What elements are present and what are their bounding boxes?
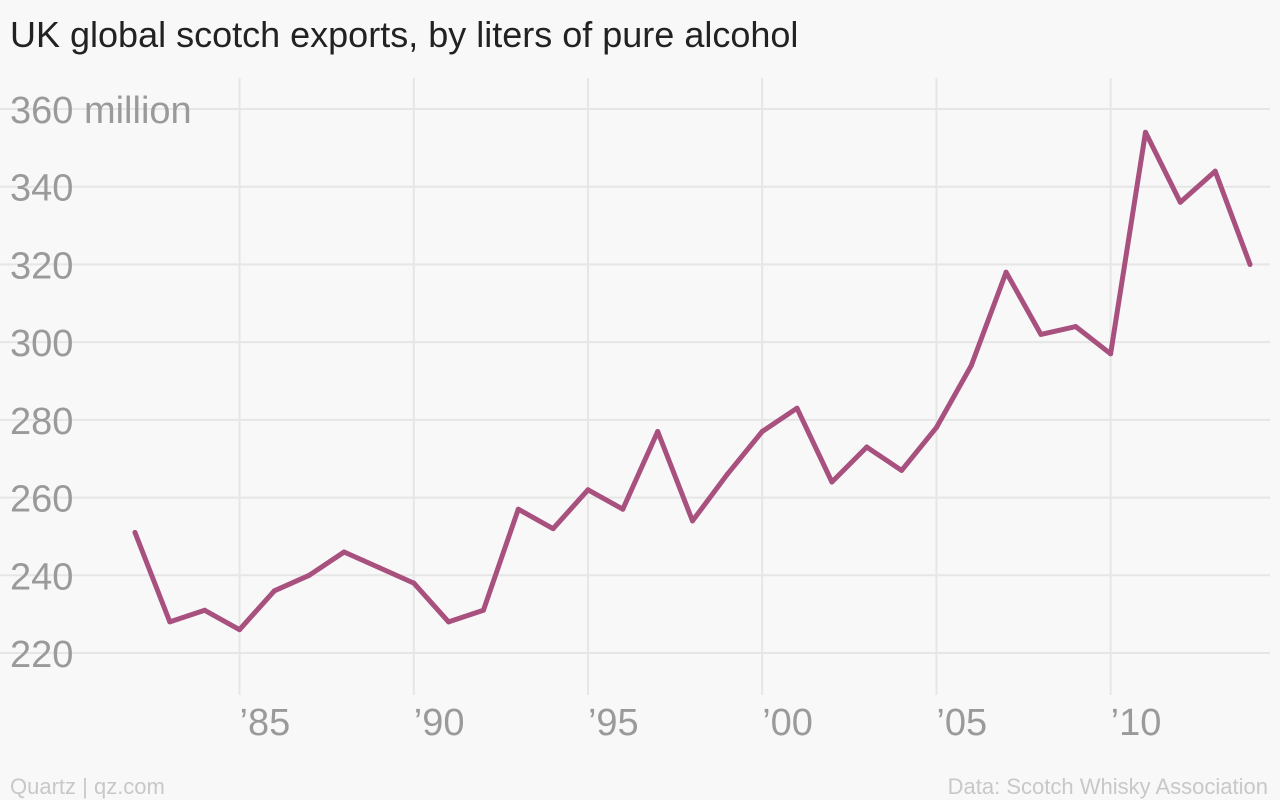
data-point — [690, 518, 695, 524]
y-tick-label: 220 — [10, 634, 73, 676]
series-layer — [132, 129, 1253, 633]
tick-labels: 220 240 260 280 300 320 340 360 million ’85 ’90 ’9… — [10, 90, 1161, 744]
data-point — [1212, 168, 1218, 174]
data-point — [1003, 269, 1009, 275]
data-source: Data: Scotch Whisky Association — [947, 774, 1268, 799]
data-point — [306, 572, 312, 578]
x-tick-label: ’05 — [936, 702, 987, 744]
data-point — [132, 530, 138, 536]
data-point — [202, 607, 208, 613]
chart-title: UK global scotch exports, by liters of p… — [10, 14, 799, 55]
data-point — [794, 405, 800, 411]
data-point — [167, 619, 173, 625]
data-point — [724, 471, 730, 477]
y-tick-label: 340 — [10, 168, 73, 210]
data-point — [759, 429, 765, 435]
y-tick-label: 360 million — [10, 90, 192, 132]
x-tick-label: ’85 — [240, 702, 291, 744]
x-tick-label: ’95 — [588, 702, 639, 744]
data-point — [1177, 199, 1183, 205]
data-point — [376, 565, 382, 571]
x-tick-label: ’10 — [1111, 702, 1162, 744]
data-point — [271, 588, 277, 594]
data-point — [1247, 261, 1253, 267]
data-point — [411, 580, 417, 586]
y-tick-label: 240 — [10, 556, 73, 598]
y-tick-label: 300 — [10, 323, 73, 365]
data-point — [446, 619, 452, 625]
data-point — [585, 487, 591, 493]
data-point — [829, 479, 835, 485]
x-tick-label: ’90 — [414, 702, 465, 744]
y-tick-label: 320 — [10, 245, 73, 287]
data-point — [1142, 129, 1148, 135]
data-point — [237, 627, 243, 633]
source-credit: Quartz | qz.com — [10, 774, 165, 799]
x-tick-label: ’00 — [762, 702, 813, 744]
data-point — [341, 549, 347, 555]
data-point — [515, 506, 521, 512]
data-point — [968, 362, 974, 368]
data-point — [864, 444, 870, 450]
data-point — [1108, 351, 1114, 357]
data-point — [480, 607, 486, 613]
data-point — [655, 429, 661, 435]
data-point — [933, 425, 939, 431]
data-point — [1073, 324, 1079, 330]
series-line — [132, 129, 1253, 633]
data-point — [620, 506, 626, 512]
data-point — [899, 467, 905, 473]
y-tick-label: 280 — [10, 401, 73, 443]
data-point — [550, 526, 556, 532]
grid-lines — [0, 78, 1270, 695]
data-point — [1038, 331, 1044, 337]
y-tick-label: 260 — [10, 479, 73, 521]
